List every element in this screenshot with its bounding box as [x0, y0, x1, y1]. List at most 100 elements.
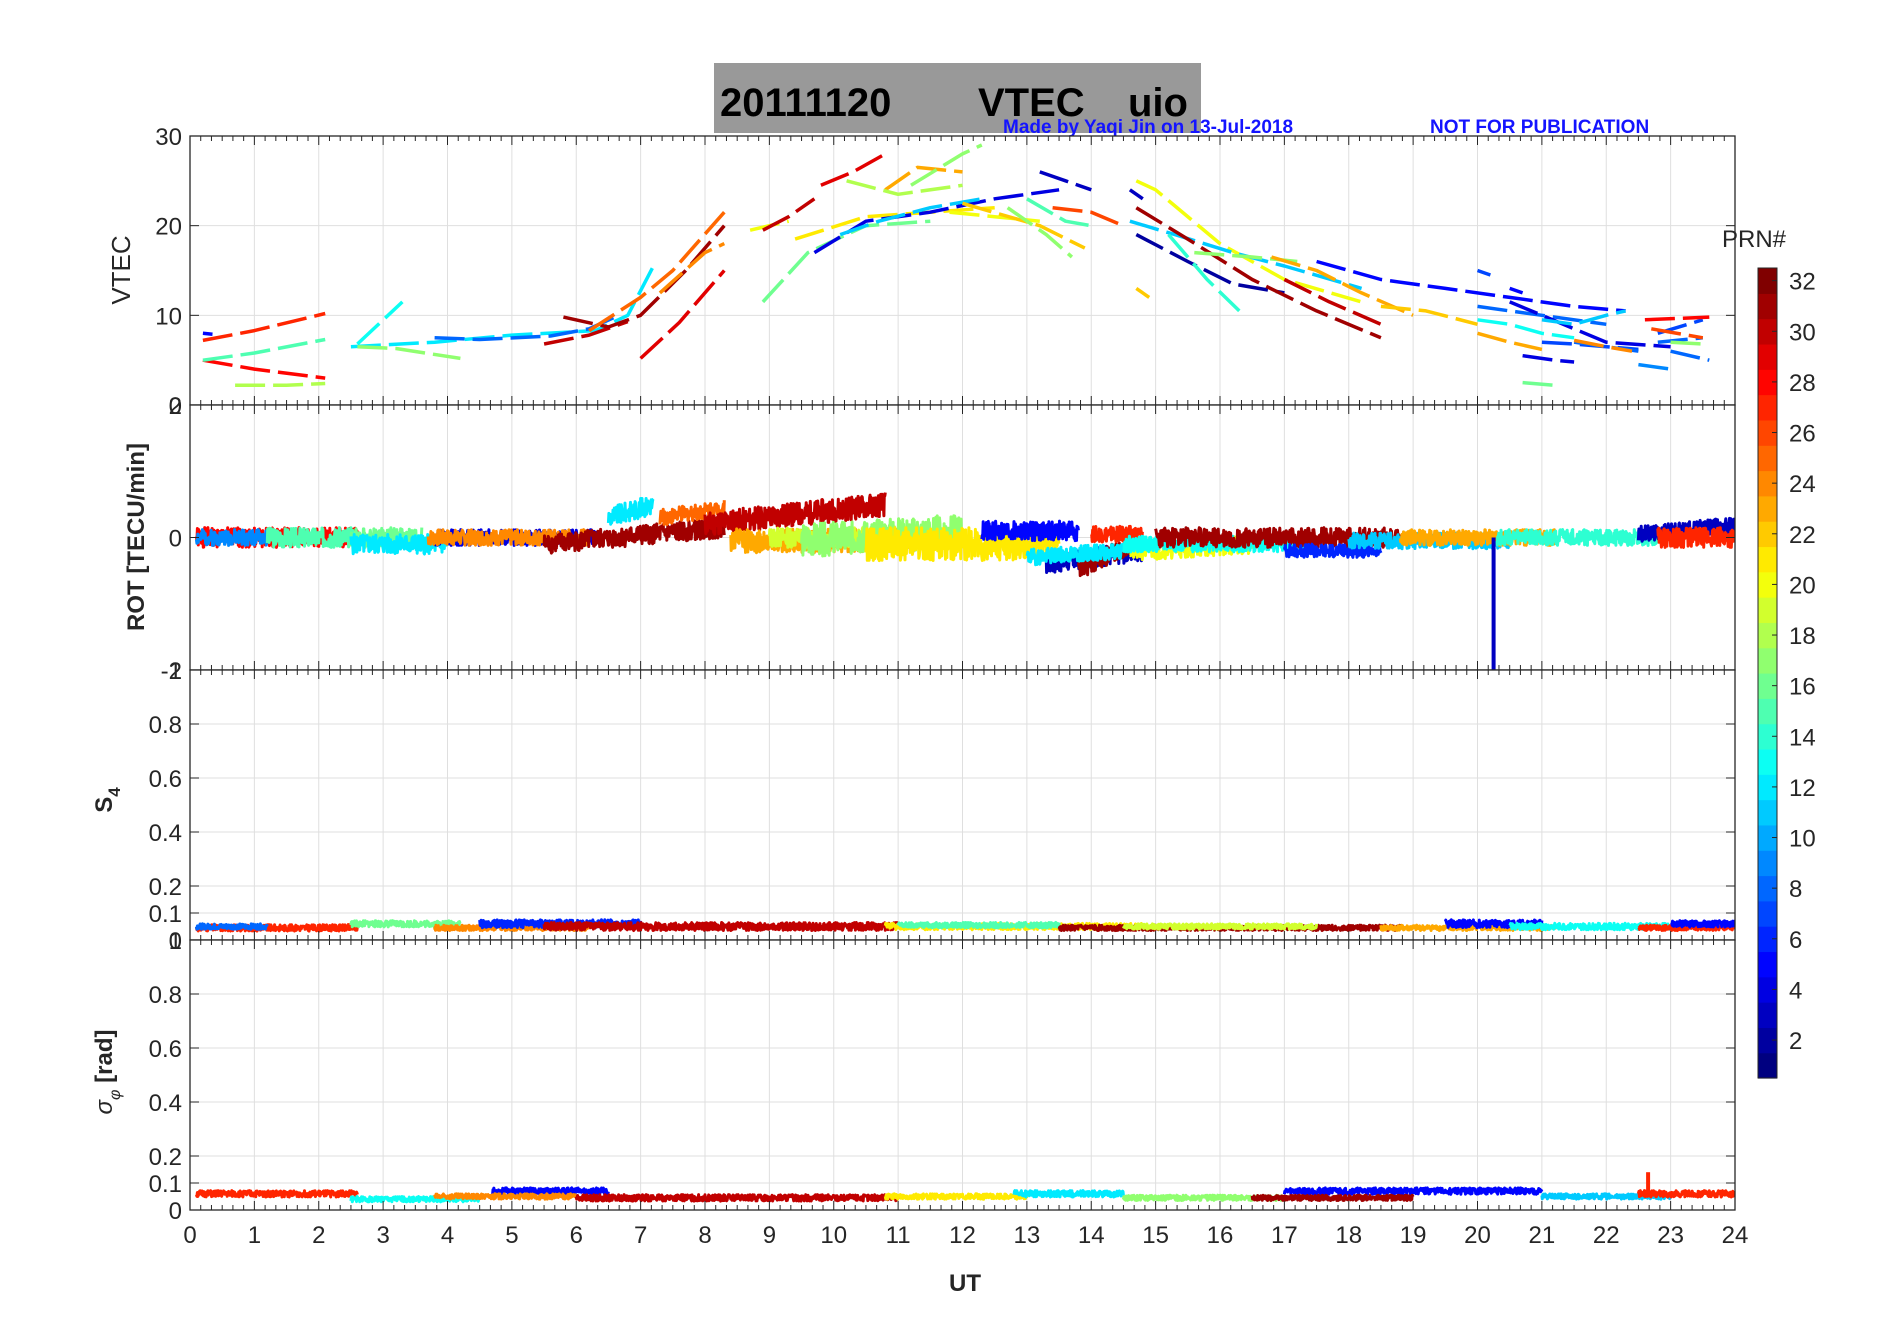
vtec-series-prn-11 — [839, 197, 983, 237]
vtec-series-prn-3 — [1039, 170, 1092, 192]
colorbar-swatch — [1758, 343, 1777, 370]
colorbar-tick-label: 32 — [1789, 269, 1816, 296]
x-tick-label: 24 — [1722, 1222, 1749, 1249]
sigma_phi-y-tick-label: 1 — [169, 928, 182, 955]
vtec-series-prn-22 — [1380, 304, 1478, 326]
s4-ticks: 00.10.2 0.4 0.6 0.8 1 — [149, 658, 1736, 955]
vtec-series-prn-27 — [202, 311, 326, 343]
rot-series-prn-5 — [980, 519, 1080, 543]
svg-text:σφ [rad]: σφ [rad] — [91, 1030, 124, 1115]
vtec-series-prn-26 — [1052, 205, 1125, 228]
x-tick-label: 18 — [1335, 1222, 1362, 1249]
vtec-series-prn-28 — [1644, 315, 1710, 322]
colorbar-tick-label: 24 — [1789, 471, 1816, 498]
vtec-series-prn-20 — [949, 210, 1040, 223]
vtec-series-prn-15 — [1026, 197, 1092, 228]
x-tick-label: 2 — [312, 1222, 325, 1249]
rot-series — [194, 492, 1735, 670]
rot-series-prn-31 — [542, 516, 726, 555]
vtec-series-prn-4 — [1522, 353, 1575, 364]
x-tick-label: 21 — [1529, 1222, 1556, 1249]
x-tick-label: 3 — [376, 1222, 389, 1249]
colorbar-swatch — [1758, 926, 1777, 953]
credit-notice: NOT FOR PUBLICATION — [1430, 117, 1649, 138]
sigma_phi-series-prn-5 — [491, 1186, 610, 1196]
vtec-series-prn-8 — [1670, 349, 1710, 362]
rot-series-prn-14 — [1495, 528, 1660, 547]
rot-series-prn-15 — [265, 526, 359, 549]
rot-series-prn-12 — [606, 497, 655, 526]
colorbar-title: PRN# — [1722, 226, 1787, 253]
s4-series-prn-15 — [896, 921, 1061, 930]
colorbar-swatch — [1758, 1002, 1777, 1028]
vtec-series — [202, 143, 1710, 388]
title-station: uio — [1128, 81, 1188, 125]
colorbar-swatch — [1758, 521, 1777, 548]
colorbar-tick-label: 10 — [1789, 826, 1816, 853]
colorbar-tick-label: 4 — [1789, 977, 1802, 1004]
svg-text:S4: S4 — [91, 787, 124, 813]
colorbar-swatch — [1758, 951, 1777, 978]
s4-ylabel-main: S — [91, 797, 118, 813]
rot-series-prn-27 — [1656, 526, 1735, 549]
colorbar-tick-label: 28 — [1789, 370, 1816, 397]
rot-series-prn-3 — [1636, 516, 1735, 543]
x-tick-label: 1 — [248, 1222, 261, 1249]
colorbar-tick-label: 30 — [1789, 319, 1816, 346]
vtec-y-tick-label: 10 — [155, 303, 182, 330]
s4-y-tick-label: 0 — [169, 928, 182, 955]
sigma-ylabel-sub: φ — [107, 1090, 124, 1100]
colorbar-tick-label: 16 — [1789, 674, 1816, 701]
rot-series-prn-27 — [1090, 524, 1145, 544]
colorbar-tick-label: 2 — [1789, 1028, 1802, 1055]
sigma-ylabel-sigma: σ — [91, 1098, 118, 1114]
vtec-series-prn-13 — [1477, 318, 1575, 340]
vtec-series-prn-2 — [1135, 233, 1285, 295]
colorbar-swatch — [1758, 470, 1777, 497]
vtec-series-prn-30 — [762, 197, 816, 232]
colorbar-swatch — [1758, 268, 1777, 294]
colorbar-swatch — [1758, 546, 1777, 573]
s4-series-prn-30 — [542, 921, 900, 932]
title-product: VTEC — [978, 81, 1085, 125]
colorbar-swatch — [1758, 824, 1777, 851]
vtec-series-prn-8 — [1477, 304, 1607, 327]
title-date: 20111120 — [720, 81, 891, 125]
vtec-series-prn-5 — [1316, 259, 1626, 313]
title-box — [714, 63, 1201, 133]
credit-author: Made by Yaqi Jin on 13-Jul-2018 — [1003, 117, 1293, 138]
vtec-series-prn-31 — [1135, 206, 1382, 340]
vtec-series-prn-26 — [1650, 327, 1704, 340]
x-tick-label: 9 — [763, 1222, 776, 1249]
rot-y-tick-label: 2 — [169, 393, 182, 420]
vtec-series-prn-3 — [1128, 188, 1144, 201]
vtec-series-prn-23 — [1270, 255, 1414, 317]
s4-series — [194, 918, 1735, 933]
x-tick-label: 4 — [441, 1222, 454, 1249]
sigma_phi-series-prn-13 — [349, 1195, 481, 1204]
rot-panel: -202 — [161, 393, 1736, 685]
x-tick-label: 14 — [1078, 1222, 1105, 1249]
vtec-series-prn-25 — [588, 211, 726, 333]
vtec-panel: 0 10 20 30 — [155, 124, 1736, 420]
vtec-series-prn-17 — [357, 344, 461, 361]
colorbar-swatch — [1758, 673, 1777, 699]
s4-series-prn-8 — [194, 922, 269, 931]
s4-ylabel: S4 — [91, 787, 124, 813]
colorbar-swatch — [1758, 597, 1777, 623]
rot-y-tick-label: 0 — [169, 526, 182, 553]
sigma-phi-panel: 00.10.20.40.60.810 1 2 3 4 5 6 7 8 9 10 11 12 13 14 15 1… — [149, 928, 1749, 1249]
vtec-series-prn-18 — [846, 179, 963, 197]
x-tick-label: 23 — [1657, 1222, 1684, 1249]
vtec-series-prn-9 — [1638, 362, 1671, 371]
colorbar-tick-label: 18 — [1789, 623, 1816, 650]
s4-series-prn-5 — [1669, 919, 1735, 929]
x-tick-label: 22 — [1593, 1222, 1620, 1249]
vtec-series-prn-17 — [910, 143, 983, 187]
s4-y-tick-label: 0.6 — [149, 766, 182, 793]
colorbar-frame — [1757, 267, 1778, 1079]
colorbar-swatch — [1758, 419, 1777, 446]
sigma_phi-series-prn-21 — [883, 1192, 1029, 1201]
